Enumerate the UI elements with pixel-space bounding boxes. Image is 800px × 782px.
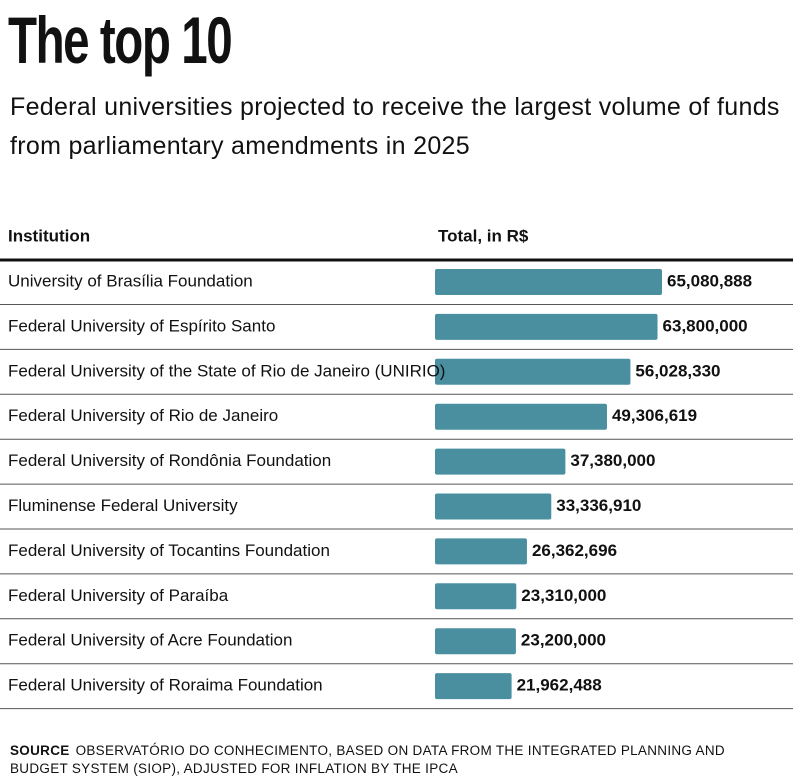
bar	[435, 583, 517, 610]
source-label: SOURCE	[10, 743, 70, 758]
value-label: 65,080,888	[667, 271, 752, 290]
category-label: University of Brasília Foundation	[8, 271, 253, 290]
value-label: 21,962,488	[517, 676, 602, 695]
source-text: OBSERVATÓRIO DO CONHECIMENTO, BASED ON D…	[10, 743, 725, 776]
category-label: Federal University of Roraima Foundation	[8, 676, 323, 695]
bar	[435, 628, 516, 655]
value-label: 23,310,000	[521, 586, 606, 605]
value-label: 23,200,000	[521, 631, 606, 650]
chart-title: The top 10	[8, 3, 233, 77]
category-label: Federal University of the State of Rio d…	[8, 361, 445, 380]
category-label: Federal University of Paraíba	[8, 586, 229, 605]
bar	[435, 313, 658, 340]
category-label: Federal University of Rondônia Foundatio…	[8, 451, 331, 470]
category-label: Federal University of Acre Foundation	[8, 631, 292, 650]
chart: Institution Total, in R$ University of B…	[0, 226, 793, 710]
category-label: Federal University of Tocantins Foundati…	[8, 541, 330, 560]
column-header: Total, in R$	[438, 226, 529, 245]
source-note: SOURCE OBSERVATÓRIO DO CONHECIMENTO, BASE…	[10, 742, 730, 778]
bar	[435, 673, 512, 700]
column-header: Institution	[8, 226, 90, 245]
bar	[435, 269, 662, 295]
bar	[435, 403, 607, 430]
category-label: Fluminense Federal University	[8, 496, 238, 515]
bar	[435, 493, 552, 520]
value-label: 56,028,330	[635, 361, 720, 380]
category-label: Federal University of Espírito Santo	[8, 316, 275, 335]
value-label: 49,306,619	[612, 406, 697, 425]
value-label: 26,362,696	[532, 541, 617, 560]
bar	[435, 358, 631, 385]
chart-subtitle: Federal universities projected to receiv…	[10, 93, 780, 160]
value-label: 37,380,000	[570, 451, 655, 470]
value-label: 63,800,000	[663, 316, 748, 335]
value-label: 33,336,910	[556, 496, 641, 515]
bar	[435, 538, 527, 565]
category-label: Federal University of Rio de Janeiro	[8, 406, 278, 425]
bar	[435, 448, 566, 475]
